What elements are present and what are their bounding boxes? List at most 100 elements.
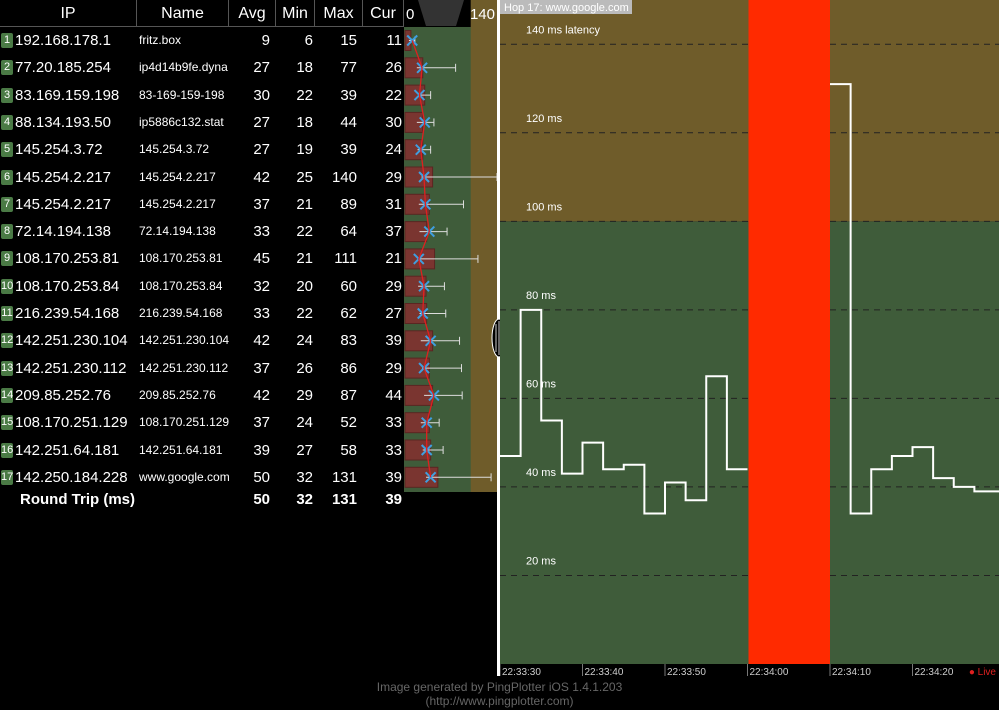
hop-max: 87 xyxy=(340,386,357,404)
hop-number: 4 xyxy=(1,114,13,130)
hop-name: 145.254.2.217 xyxy=(139,196,216,211)
round-trip-max: 131 xyxy=(331,491,357,508)
hop-ip: 77.20.185.254 xyxy=(15,59,111,77)
hop-cur: 27 xyxy=(385,305,402,322)
hop-max: 77 xyxy=(340,59,357,77)
hop-min: 22 xyxy=(296,305,313,322)
hop-name: ip4d14b9fe.dyna xyxy=(139,60,228,75)
hop-name: 142.251.230.112 xyxy=(139,360,229,375)
hop-max: 15 xyxy=(340,32,357,49)
hop-max: 86 xyxy=(340,359,357,377)
hop-row[interactable]: 4 88.134.193.50 ip5886c132.stat 27 18 44 30 xyxy=(0,109,404,136)
hop-name: 209.85.252.76 xyxy=(139,387,216,402)
hop-ip: 142.250.184.228 xyxy=(15,468,128,486)
hop-number: 5 xyxy=(1,142,13,158)
hop-ip: 142.251.230.104 xyxy=(15,332,128,350)
graph-y-label: 120 ms xyxy=(526,113,563,125)
hop-name: 145.254.2.217 xyxy=(139,169,216,184)
hop-cur: 33 xyxy=(385,414,402,432)
hop-cur: 21 xyxy=(385,250,402,268)
live-indicator[interactable]: ● Live xyxy=(969,667,997,676)
hop-ip: 145.254.2.217 xyxy=(15,195,111,213)
latency-time-graph[interactable]: 20 ms 40 ms 60 ms 80 ms 100 ms 120 ms 140 ms l… xyxy=(500,0,999,676)
hop-number: 12 xyxy=(1,333,13,349)
round-trip-cur: 39 xyxy=(385,491,402,508)
hop-min: 24 xyxy=(296,332,313,350)
hop-avg: 27 xyxy=(253,59,270,77)
hop-number: 3 xyxy=(1,87,13,103)
hop-max: 89 xyxy=(340,195,357,213)
hop-ip: 108.170.251.129 xyxy=(15,414,128,432)
header-max[interactable]: Max xyxy=(315,0,363,27)
hop-row[interactable]: 15 108.170.251.129 108.170.251.129 37 24 52 33 xyxy=(0,409,404,436)
hop-avg: 37 xyxy=(253,195,270,213)
hop-number: 6 xyxy=(1,169,13,185)
header-ip[interactable]: IP xyxy=(0,0,137,27)
hop-number: 17 xyxy=(1,469,13,485)
hop-cur: 44 xyxy=(385,386,402,404)
hop-row[interactable]: 13 142.251.230.112 142.251.230.112 37 26 86 29 xyxy=(0,355,404,382)
round-trip-avg: 50 xyxy=(253,491,270,508)
hop-row[interactable]: 8 72.14.194.138 72.14.194.138 33 22 64 37 xyxy=(0,218,404,245)
mini-scale-max: 140 xyxy=(470,6,495,23)
header-name[interactable]: Name xyxy=(137,0,229,27)
hop-row[interactable]: 17 142.250.184.228 www.google.com 50 32 131 39 xyxy=(0,464,404,491)
mini-trend-line xyxy=(411,40,435,478)
time-label: 22:33:50 xyxy=(667,667,706,676)
hop-row[interactable]: 3 83.169.159.198 83-169-159-198 30 22 39 22 xyxy=(0,82,404,109)
hop-row[interactable]: 5 145.254.3.72 145.254.3.72 27 19 39 24 xyxy=(0,136,404,163)
hop-row[interactable]: 1 192.168.178.1 fritz.box 9 6 15 11 xyxy=(0,27,404,54)
hop-number: 11 xyxy=(1,306,13,321)
hop-ip: 72.14.194.138 xyxy=(15,223,111,241)
hop-max: 58 xyxy=(340,441,357,459)
hop-cur: 39 xyxy=(385,332,402,350)
hop-row[interactable]: 14 209.85.252.76 209.85.252.76 42 29 87 44 xyxy=(0,382,404,409)
hop-min: 18 xyxy=(296,113,313,131)
hop-ip: 209.85.252.76 xyxy=(15,386,111,404)
hop-name: 145.254.3.72 xyxy=(139,142,210,157)
hop-min: 18 xyxy=(296,59,313,77)
hop-ip: 108.170.253.81 xyxy=(15,250,120,268)
hop-max: 62 xyxy=(340,305,357,322)
hop-number: 8 xyxy=(1,224,13,240)
hop-avg: 27 xyxy=(253,141,270,159)
header-cur[interactable]: Cur xyxy=(363,0,404,27)
hop-name: 83-169-159-198 xyxy=(139,87,225,102)
hop-min: 19 xyxy=(296,141,313,159)
hop-latency-minigraph[interactable]: 0 140 xyxy=(404,0,498,492)
graph-title: Hop 17: www.google.com xyxy=(504,2,629,14)
hop-avg: 45 xyxy=(253,250,270,268)
time-label: 22:34:10 xyxy=(832,667,871,676)
hop-min: 20 xyxy=(296,277,313,295)
hop-min: 22 xyxy=(296,86,313,104)
hop-cur: 29 xyxy=(385,277,402,295)
hop-min: 22 xyxy=(296,223,313,241)
hop-row[interactable]: 11 216.239.54.168 216.239.54.168 33 22 62 27 xyxy=(0,300,404,327)
round-trip-row: Round Trip (ms) 50 32 131 39 xyxy=(0,486,404,513)
hop-name: 108.170.253.81 xyxy=(139,251,223,266)
hop-row[interactable]: 6 145.254.2.217 145.254.2.217 42 25 140 29 xyxy=(0,164,404,191)
header-avg[interactable]: Avg xyxy=(229,0,276,27)
graph-y-label: 20 ms xyxy=(526,555,556,567)
hop-row[interactable]: 12 142.251.230.104 142.251.230.104 42 24 83 39 xyxy=(0,327,404,354)
hop-avg: 32 xyxy=(253,277,270,295)
hop-row[interactable]: 10 108.170.253.84 108.170.253.84 32 20 60 29 xyxy=(0,273,404,300)
time-label: 22:33:40 xyxy=(585,667,624,676)
hop-cur: 31 xyxy=(385,195,402,213)
hop-row[interactable]: 16 142.251.64.181 142.251.64.181 39 27 58 33 xyxy=(0,437,404,464)
hop-ip: 145.254.2.217 xyxy=(15,168,111,186)
header-min[interactable]: Min xyxy=(276,0,315,27)
hop-row[interactable]: 9 108.170.253.81 108.170.253.81 45 21 111 21 xyxy=(0,245,404,272)
hop-min: 24 xyxy=(296,414,313,432)
hop-ip: 142.251.64.181 xyxy=(15,441,120,459)
hop-name: 108.170.253.84 xyxy=(139,278,223,293)
hop-row[interactable]: 2 77.20.185.254 ip4d14b9fe.dyna 27 18 77 26 xyxy=(0,54,404,81)
hop-avg: 27 xyxy=(253,113,270,131)
hop-max: 131 xyxy=(331,468,357,486)
hop-avg: 42 xyxy=(253,332,270,350)
hop-row[interactable]: 7 145.254.2.217 145.254.2.217 37 21 89 31 xyxy=(0,191,404,218)
hop-name: fritz.box xyxy=(139,33,182,47)
hop-ip: 192.168.178.1 xyxy=(15,32,111,49)
round-trip-label: Round Trip (ms) xyxy=(20,491,135,508)
hop-name: 142.251.230.104 xyxy=(139,333,229,348)
